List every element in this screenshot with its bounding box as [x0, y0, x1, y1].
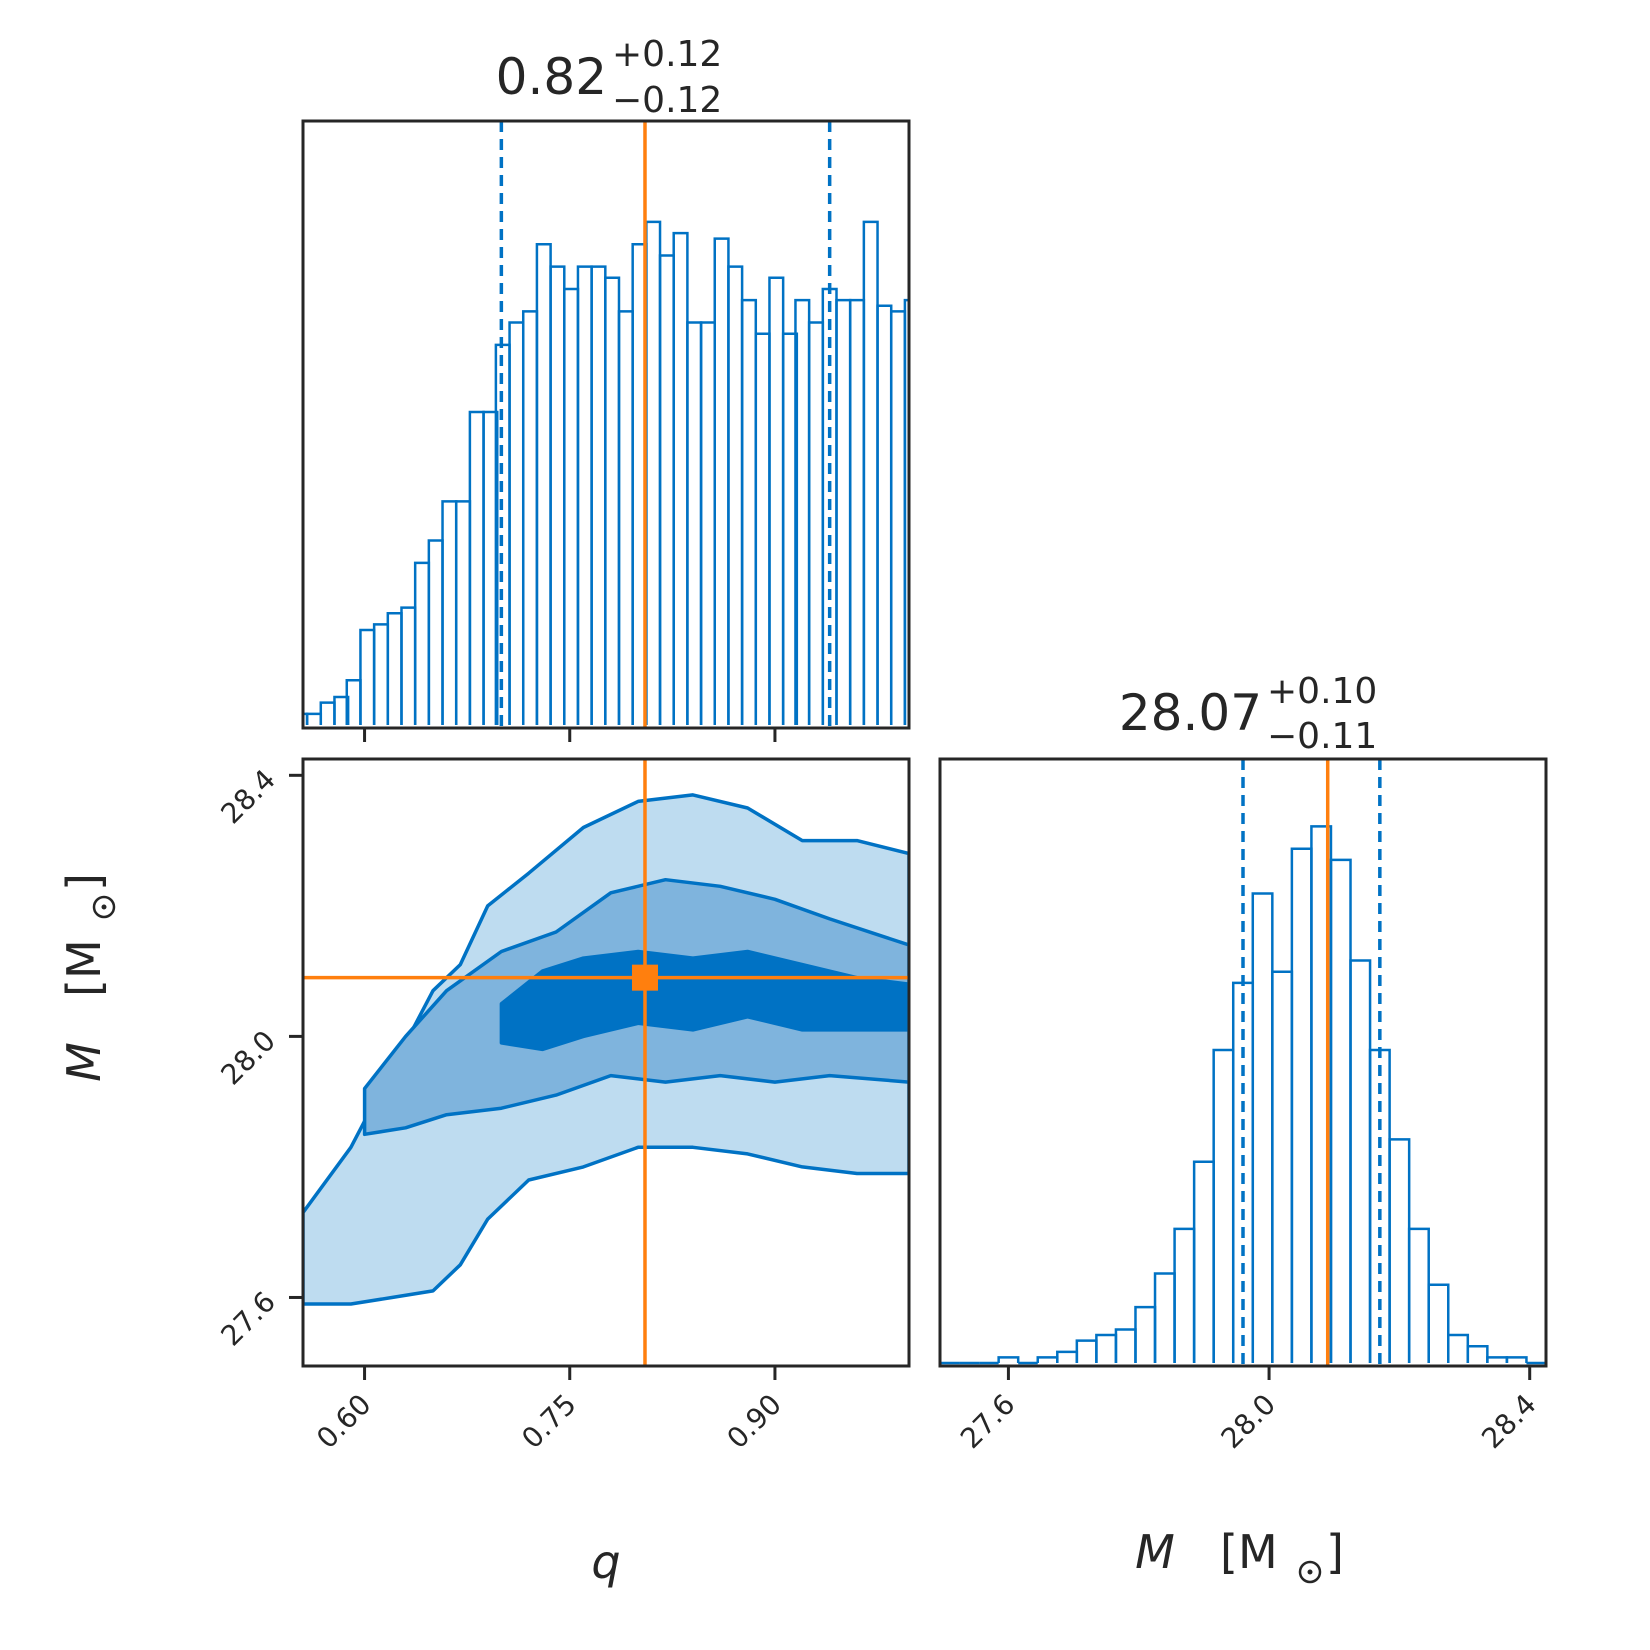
q-hist-bar [386, 611, 403, 725]
svg-text:]: ] [57, 873, 111, 891]
q-hist-bar [754, 332, 771, 725]
q-hist-bar [781, 332, 799, 725]
q-hist-bar [400, 606, 417, 725]
q-hist-bar [740, 298, 758, 725]
sun-symbol-icon [92, 895, 116, 919]
q-hist-bar [862, 220, 879, 725]
panel-joint-frame [301, 757, 911, 1368]
q-hist-bar [617, 310, 634, 725]
M-hist-bar [1192, 1160, 1215, 1363]
q-hist-bar [590, 265, 607, 725]
x-axis-label-q: q [591, 1535, 620, 1589]
q-hist-bar [535, 243, 552, 725]
M-hist-bar [1407, 1227, 1430, 1363]
q-hist-bar [563, 287, 580, 725]
q-xtick-label: 0.75 [515, 1388, 582, 1455]
q-hist-bar [305, 712, 323, 725]
q-hist-bar [807, 321, 825, 725]
q-hist-bar [427, 539, 444, 725]
M-hist-bar [1114, 1328, 1137, 1363]
M-hist-bar [1056, 1350, 1079, 1363]
q-hist-bar [672, 231, 689, 725]
q-hist-bar [454, 500, 472, 725]
panel-joint-contour: 0.60 0.75 0.90 27.6 28.0 28.4 [215, 757, 911, 1455]
q-hist-bar [549, 265, 566, 725]
y-axis-label-M: M [M ] [57, 873, 116, 1082]
M-hist-bar [1290, 847, 1313, 1363]
q-hist-bar [686, 321, 703, 725]
M-hist-bar [1329, 858, 1352, 1363]
M-hist-bar [1466, 1344, 1489, 1363]
q-hist-bar [768, 276, 785, 725]
q-hist-bar [699, 321, 717, 725]
svg-text:]: ] [1326, 1525, 1344, 1579]
q-hist-bar [521, 310, 539, 725]
sun-symbol-icon [1298, 1560, 1322, 1584]
M-title: 28.07 [1119, 684, 1262, 742]
M-title-minus: −0.11 [1267, 716, 1377, 757]
M-hist-bar [1251, 892, 1274, 1363]
M-hist-bar [1212, 1048, 1235, 1363]
q-hist-bar [333, 695, 350, 725]
M-hist-bar [1075, 1339, 1098, 1363]
M-hist-bar [1505, 1356, 1528, 1363]
q-hist-bar [482, 410, 499, 725]
M-hist-bar [1173, 1227, 1196, 1363]
M-hist-bar [1447, 1333, 1470, 1363]
q-hist-bar [468, 410, 485, 725]
q-title: 0.82 [496, 48, 607, 106]
q-xtick-label: 0.60 [310, 1388, 377, 1455]
joint-truth-marker [631, 964, 658, 991]
q-hist-bar [508, 321, 525, 725]
M-hist-bar [1427, 1283, 1450, 1363]
q-hist-bar [889, 310, 907, 725]
M-ytick-label: 27.6 [215, 1285, 282, 1352]
M-hist-bar [1388, 1138, 1411, 1363]
x-axis-label-M: M [M ] [1135, 1525, 1344, 1584]
M-hist-bar [1134, 1305, 1157, 1363]
q-title-minus: −0.12 [612, 80, 722, 121]
svg-text:M: M [1135, 1525, 1175, 1579]
q-hist-bar [658, 254, 675, 725]
panel-q-histogram: 0.82 +0.12 −0.12 [301, 34, 911, 742]
q-hist-bar [876, 304, 893, 725]
q-hist-bar [727, 265, 744, 725]
svg-text:[M: [M [1220, 1525, 1278, 1579]
panel-M-histogram: 27.6 28.0 28.4 28.07 +0.10 −0.11 [938, 671, 1548, 1455]
M-title-plus: +0.10 [1267, 671, 1377, 712]
panel-M-frame [938, 757, 1548, 1368]
M-xtick-label: 27.6 [954, 1388, 1021, 1455]
M-hist-bar [997, 1356, 1020, 1363]
q-hist-bar [319, 701, 336, 725]
M-xtick-label: 28.0 [1215, 1388, 1282, 1455]
panel-q-frame [301, 119, 911, 730]
M-hist-bar [1095, 1333, 1118, 1363]
svg-text:M: M [57, 1042, 111, 1082]
q-xtick-label: 0.90 [720, 1388, 787, 1455]
q-hist-bar [713, 237, 730, 725]
M-hist-bar [1271, 970, 1294, 1363]
M-hist-bar [1153, 1272, 1176, 1363]
q-hist-bar [372, 623, 390, 725]
q-hist-bar [604, 276, 621, 725]
q-hist-bar [359, 628, 376, 725]
q-hist-bar [645, 220, 662, 725]
M-hist-bar [1368, 1048, 1391, 1363]
M-hist-bar [1036, 1356, 1059, 1363]
M-ytick-label: 28.0 [215, 1024, 282, 1091]
svg-text:[M: [M [57, 939, 111, 997]
M-hist-bar [1349, 959, 1372, 1363]
q-hist-bar [848, 298, 866, 725]
q-hist-bar [576, 265, 593, 725]
M-hist-bar [1486, 1356, 1509, 1363]
q-hist-bar [441, 500, 458, 725]
M-ytick-label: 28.4 [215, 763, 282, 830]
q-hist-bar [413, 561, 431, 725]
M-xtick-label: 28.4 [1475, 1388, 1542, 1455]
q-hist-bar [835, 298, 852, 725]
q-title-plus: +0.12 [612, 34, 722, 75]
